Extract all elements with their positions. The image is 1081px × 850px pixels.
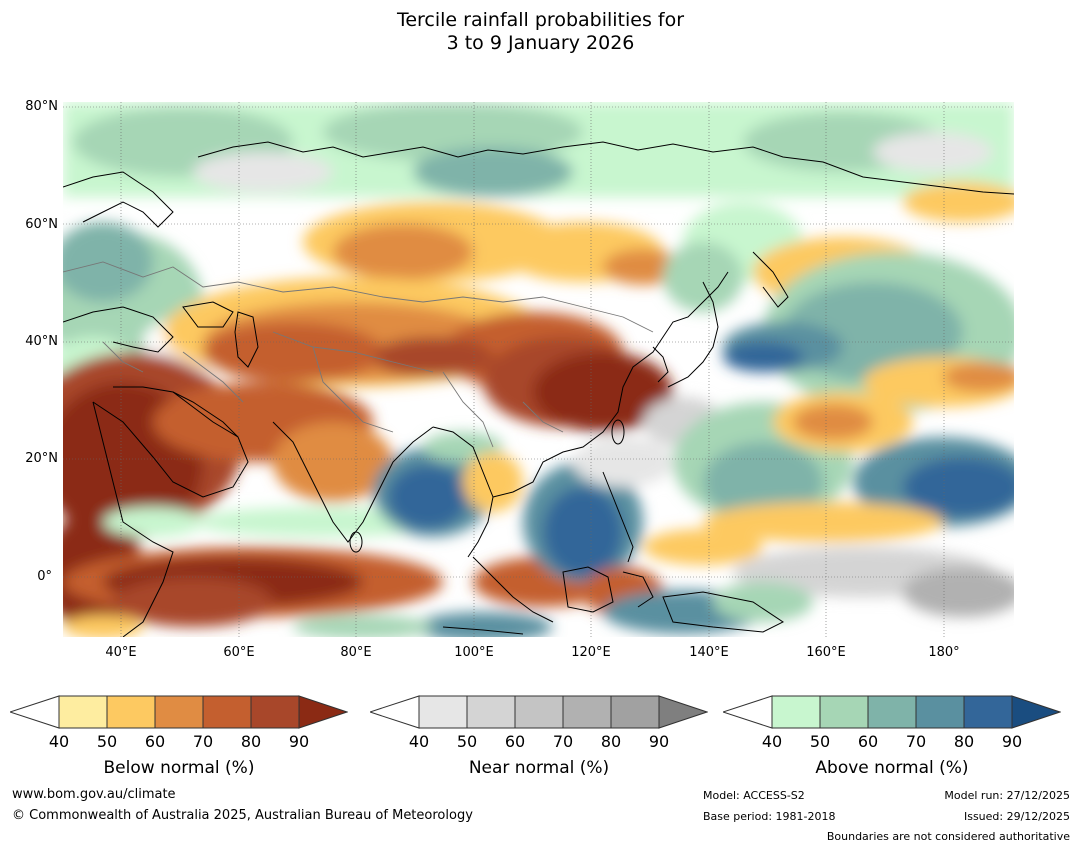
lon-label-140e: 140°E	[689, 645, 729, 660]
title-line-1: Tercile rainfall probabilities for	[396, 9, 685, 31]
colorbar-segment	[1011, 695, 1061, 729]
colorbar-segment	[514, 695, 564, 729]
colorbar-tick: 80	[600, 732, 622, 751]
copyright-text: © Commonwealth of Australia 2025, Austra…	[12, 808, 473, 823]
graticule	[63, 102, 1014, 637]
lon-label-160e: 160°E	[806, 645, 846, 660]
colorbar-tick: 50	[456, 732, 478, 751]
colorbar-tick: 60	[857, 732, 879, 751]
above-normal-title: Above normal (%)	[815, 758, 969, 778]
lat-label-0: 0°	[37, 569, 52, 584]
model-name: Model: ACCESS-S2	[703, 789, 805, 802]
colorbar-segment	[58, 695, 108, 729]
colorbar-tick: 90	[648, 732, 670, 751]
colorbar-segment	[963, 695, 1013, 729]
colorbar-tick: 40	[48, 732, 70, 751]
colorbar-segment	[298, 695, 348, 729]
colorbar-segment	[610, 695, 660, 729]
map-canvas	[63, 102, 1014, 637]
forecast-map	[63, 102, 1014, 637]
colorbar-tick: 70	[192, 732, 214, 751]
lon-label-40e: 40°E	[105, 645, 137, 660]
country-borders	[63, 261, 654, 448]
colorbar-segment	[819, 695, 869, 729]
near-normal-colorbar	[370, 695, 708, 729]
title-line-2: 3 to 9 January 2026	[446, 32, 635, 54]
base-period: Base period: 1981-2018	[703, 810, 836, 823]
lat-label-40n: 40°N	[25, 334, 58, 349]
below-normal-title: Below normal (%)	[103, 758, 255, 778]
colorbar-tick: 90	[1001, 732, 1023, 751]
colorbar-tick: 90	[288, 732, 310, 751]
colorbar-segment	[154, 695, 204, 729]
lon-label-80e: 80°E	[340, 645, 372, 660]
issued-date: Issued: 29/12/2025	[963, 810, 1070, 823]
colorbar-tick: 50	[96, 732, 118, 751]
disclaimer: Boundaries are not considered authoritat…	[826, 830, 1070, 843]
colorbar-tick: 60	[504, 732, 526, 751]
colorbar-tick: 40	[408, 732, 430, 751]
above-normal-colorbar	[723, 695, 1061, 729]
colorbar-tick: 60	[144, 732, 166, 751]
lon-label-180: 180°	[928, 645, 960, 660]
lon-label-60e: 60°E	[223, 645, 255, 660]
colorbar-tick: 70	[905, 732, 927, 751]
colorbar-segment	[106, 695, 156, 729]
colorbar-tick: 70	[552, 732, 574, 751]
colorbar-segment	[10, 695, 60, 729]
colorbar-segment	[466, 695, 516, 729]
colorbar-tick: 50	[809, 732, 831, 751]
near-normal-title: Near normal (%)	[468, 758, 610, 778]
colorbar-segment	[370, 695, 420, 729]
lat-label-80n: 80°N	[25, 99, 58, 114]
lat-label-20n: 20°N	[25, 451, 58, 466]
colorbar-tick: 40	[761, 732, 783, 751]
lat-label-60n: 60°N	[25, 217, 58, 232]
website-link[interactable]: www.bom.gov.au/climate	[12, 787, 176, 802]
colorbar-tick: 80	[240, 732, 262, 751]
colorbar-tick: 80	[953, 732, 975, 751]
colorbar-segment	[867, 695, 917, 729]
lon-label-120e: 120°E	[571, 645, 611, 660]
lon-label-100e: 100°E	[454, 645, 494, 660]
model-run-date: Model run: 27/12/2025	[944, 789, 1070, 802]
chart-title: Tercile rainfall probabilities for 3 to …	[0, 9, 1081, 55]
colorbar-segment	[771, 695, 821, 729]
coastlines	[63, 141, 1014, 637]
colorbar-segment	[723, 695, 773, 729]
colorbar-segment	[250, 695, 300, 729]
colorbar-segment	[658, 695, 708, 729]
colorbar-segment	[418, 695, 468, 729]
colorbar-segment	[915, 695, 965, 729]
colorbar-segment	[202, 695, 252, 729]
colorbar-segment	[562, 695, 612, 729]
below-normal-colorbar	[10, 695, 348, 729]
